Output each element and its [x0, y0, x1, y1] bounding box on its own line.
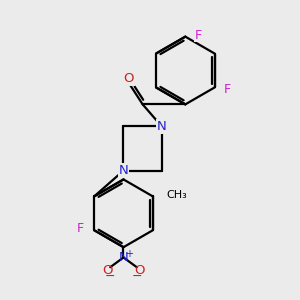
Text: F: F: [224, 83, 231, 96]
Text: N: N: [118, 164, 128, 177]
Text: −: −: [131, 269, 142, 283]
Text: −: −: [105, 269, 116, 283]
Text: O: O: [134, 264, 145, 277]
Text: CH₃: CH₃: [166, 190, 187, 200]
Text: O: O: [102, 264, 112, 277]
Text: F: F: [77, 222, 84, 235]
Text: F: F: [195, 29, 202, 42]
Text: N: N: [157, 120, 167, 133]
Text: O: O: [124, 72, 134, 85]
Text: N: N: [118, 251, 128, 264]
Text: +: +: [125, 249, 133, 259]
